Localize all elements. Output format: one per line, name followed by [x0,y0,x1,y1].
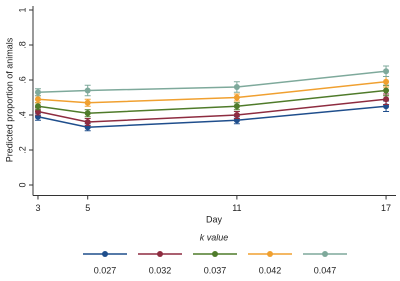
point [233,94,240,101]
point [383,96,390,103]
legend-marker [157,251,163,257]
point [383,68,390,75]
legend-label: 0.042 [259,265,282,275]
x-tick-label: 3 [35,203,40,213]
x-tick-label: 17 [381,203,391,213]
legend-marker [267,251,273,257]
legend-label: 0.037 [204,265,227,275]
series-line [37,70,387,93]
point [84,87,91,94]
legend-label: 0.027 [94,265,117,275]
legend-marker [102,251,108,257]
point [84,119,91,125]
point [84,110,91,117]
point [233,103,240,110]
series-line [37,89,387,115]
point [233,84,240,90]
legend-marker [322,251,328,257]
point [34,103,41,110]
legend-title: k value [200,232,229,242]
legend-marker [212,251,218,257]
legend-label: 0.047 [314,265,337,275]
x-axis-label: Day [206,214,223,224]
y-axis-label: Predicted proportion of animals [4,37,14,162]
point [34,96,41,103]
point [383,78,390,85]
y-tick-label: .2 [17,146,27,154]
series-line [37,81,387,104]
point [383,87,390,94]
point [84,99,91,106]
y-tick-label: 0 [17,182,27,187]
y-tick-label: .6 [17,76,27,84]
y-tick-label: .8 [17,41,27,49]
series-line [37,98,387,123]
y-tick-label: .4 [17,111,27,119]
y-tick-label: 1 [17,7,27,12]
series-line [37,105,387,129]
x-tick-label: 11 [232,203,241,213]
point [34,89,41,96]
point [233,112,240,118]
x-tick-label: 5 [85,203,90,213]
legend-label: 0.032 [149,265,172,275]
